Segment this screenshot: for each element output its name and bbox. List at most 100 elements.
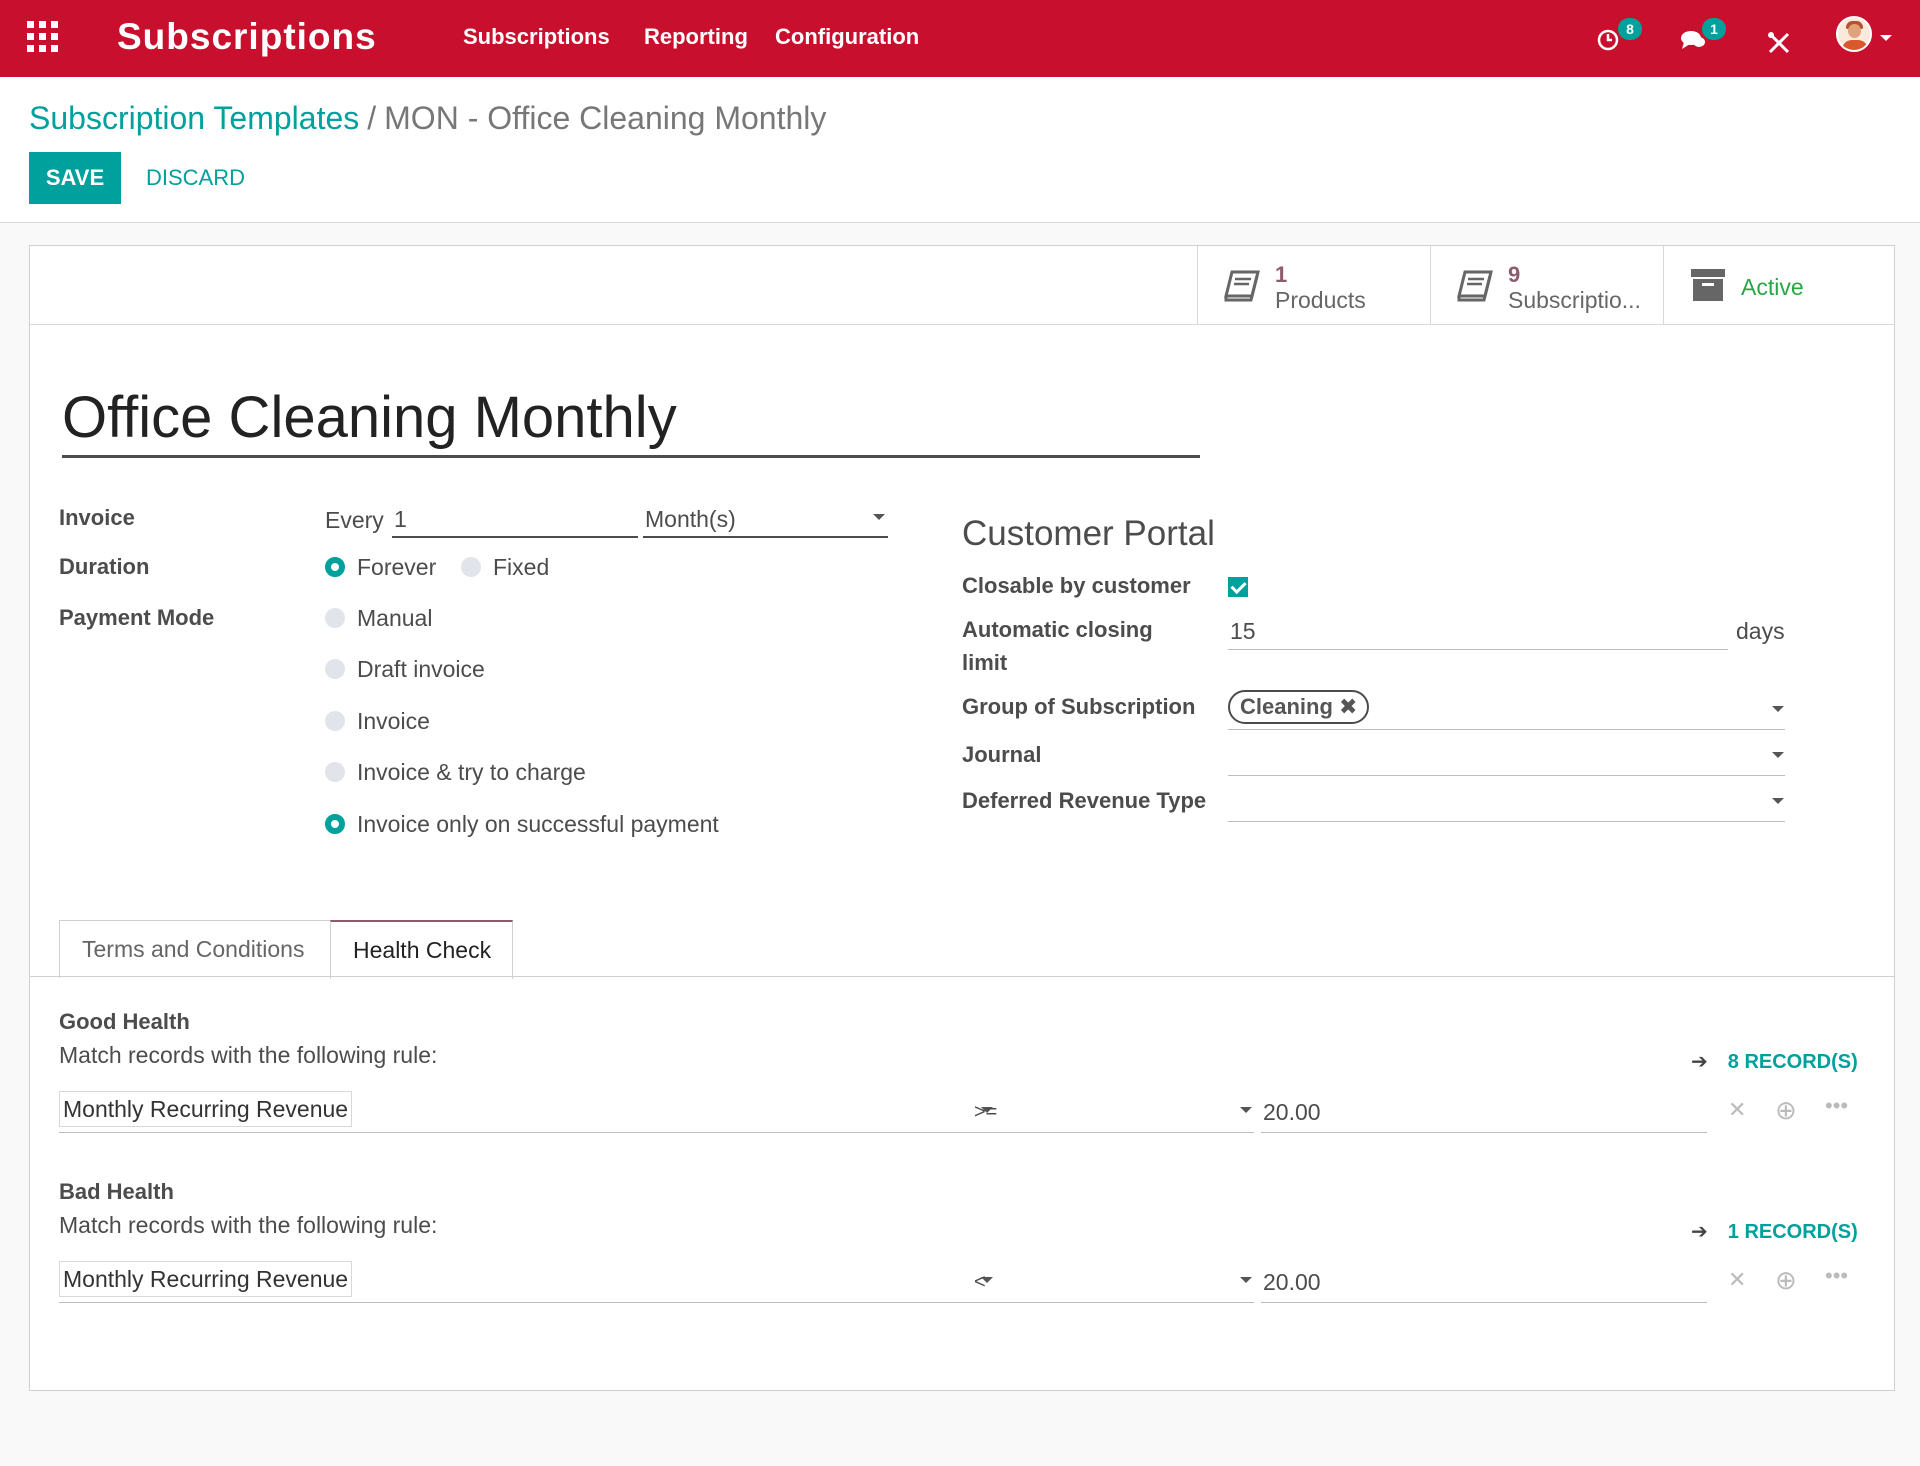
good-health-field-value: Monthly Recurring Revenue xyxy=(59,1091,353,1127)
payment-invoice-charge-label: Invoice & try to charge xyxy=(357,759,586,785)
chat-icon xyxy=(1681,31,1705,49)
group-tag[interactable]: Cleaning ✖ xyxy=(1228,690,1370,724)
products-count: 1 xyxy=(1275,262,1288,287)
invoice-interval-input[interactable]: 1 xyxy=(392,496,638,538)
user-menu-chevron-down-icon[interactable] xyxy=(1880,35,1892,41)
clock-icon xyxy=(1597,29,1619,51)
apps-grid-icon[interactable] xyxy=(27,21,61,55)
breadcrumb: Subscription Templates / MON - Office Clea… xyxy=(29,100,826,137)
closable-label: Closable by customer xyxy=(962,573,1191,598)
tab-health-check[interactable]: Health Check xyxy=(330,920,513,979)
breadcrumb-current: MON - Office Cleaning Monthly xyxy=(384,100,827,136)
group-subscription-select[interactable]: Cleaning ✖ xyxy=(1228,686,1785,730)
bad-health-title: Bad Health xyxy=(59,1179,174,1204)
close-icon[interactable]: ✖ xyxy=(1339,694,1358,719)
more-options-icon[interactable]: ••• xyxy=(1825,1093,1849,1118)
add-rule-icon[interactable]: ⊕ xyxy=(1775,1095,1797,1125)
discard-button[interactable]: DISCARD xyxy=(146,165,246,190)
tab-terms-and-conditions[interactable]: Terms and Conditions xyxy=(59,920,331,978)
add-rule-icon[interactable]: ⊕ xyxy=(1775,1265,1797,1295)
tools-icon xyxy=(1768,32,1790,54)
delete-rule-icon[interactable]: ✕ xyxy=(1728,1097,1747,1122)
auto-close-label-line1: Automatic closing xyxy=(962,617,1153,642)
app-title: Subscriptions xyxy=(117,16,377,57)
customer-portal-title: Customer Portal xyxy=(962,514,1215,553)
chevron-down-icon xyxy=(1772,752,1784,758)
messages-badge: 1 xyxy=(1702,18,1726,40)
tools-button[interactable] xyxy=(1766,20,1796,56)
journal-select[interactable] xyxy=(1228,734,1785,776)
auto-close-input[interactable]: 15 xyxy=(1228,608,1728,650)
activity-button[interactable]: 8 xyxy=(1596,18,1646,56)
invoice-label: Invoice xyxy=(59,505,135,530)
menu-configuration[interactable]: Configuration xyxy=(775,24,920,49)
arrow-right-icon: ➔ xyxy=(1691,1051,1708,1073)
payment-invoice-label: Invoice xyxy=(357,708,430,734)
top-navbar: Subscriptions Subscriptions Reporting Co… xyxy=(0,0,1920,77)
chevron-down-icon xyxy=(981,1107,993,1113)
chevron-down-icon xyxy=(873,514,885,520)
book-icon xyxy=(1457,270,1493,302)
payment-invoice-success-label: Invoice only on successful payment xyxy=(357,811,719,837)
bad-health-operator-select[interactable]: < xyxy=(974,1259,1254,1303)
user-avatar[interactable] xyxy=(1836,16,1872,52)
good-health-value-input[interactable]: 20.00 xyxy=(1261,1089,1707,1133)
products-stat-button[interactable]: 1 Products xyxy=(1197,246,1430,324)
payment-invoice-radio[interactable] xyxy=(325,711,345,731)
bad-health-records-link[interactable]: ➔ 1 RECORD(S) xyxy=(1691,1219,1858,1244)
arrow-right-icon: ➔ xyxy=(1691,1221,1708,1243)
bad-health-field-select[interactable]: Monthly Recurring Revenue xyxy=(59,1259,995,1303)
invoice-interval-value: 1 xyxy=(394,506,407,532)
auto-close-label-line2: limit xyxy=(962,650,1008,675)
bad-health-operator: < xyxy=(974,1271,986,1293)
active-toggle-button[interactable]: Active xyxy=(1663,246,1896,324)
active-label: Active xyxy=(1741,274,1804,300)
group-tag-label: Cleaning xyxy=(1240,694,1333,719)
auto-close-value: 15 xyxy=(1230,618,1256,644)
chevron-down-icon xyxy=(981,1277,993,1283)
deferred-revenue-select[interactable] xyxy=(1228,780,1785,822)
payment-draft-invoice-radio[interactable] xyxy=(325,659,345,679)
breadcrumb-parent[interactable]: Subscription Templates xyxy=(29,100,360,136)
bad-health-value-input[interactable]: 20.00 xyxy=(1261,1259,1707,1303)
good-health-field-select[interactable]: Monthly Recurring Revenue xyxy=(59,1089,995,1133)
invoice-every-text: Every xyxy=(325,507,384,533)
invoice-unit-value: Month(s) xyxy=(645,506,736,532)
bad-health-records-count: 1 RECORD(S) xyxy=(1727,1221,1858,1243)
duration-fixed-label: Fixed xyxy=(493,554,550,580)
duration-forever-radio[interactable] xyxy=(325,557,345,577)
closable-checkbox[interactable] xyxy=(1228,577,1248,597)
invoice-unit-select[interactable]: Month(s) xyxy=(643,496,888,538)
good-health-title: Good Health xyxy=(59,1009,190,1034)
bad-health-field-value: Monthly Recurring Revenue xyxy=(59,1261,353,1297)
payment-manual-radio[interactable] xyxy=(325,608,345,628)
messages-button[interactable]: 1 xyxy=(1680,18,1730,56)
good-health-rule-text: Match records with the following rule: xyxy=(59,1042,438,1068)
save-button[interactable]: SAVE xyxy=(29,152,121,204)
menu-subscriptions[interactable]: Subscriptions xyxy=(463,24,610,49)
payment-invoice-success-radio[interactable] xyxy=(325,814,345,834)
payment-invoice-charge-radio[interactable] xyxy=(325,762,345,782)
book-icon xyxy=(1224,270,1260,302)
delete-rule-icon[interactable]: ✕ xyxy=(1728,1267,1747,1292)
bad-health-value: 20.00 xyxy=(1263,1269,1321,1295)
subscriptions-stat-button[interactable]: 9 Subscriptio... xyxy=(1430,246,1663,324)
good-health-operator-select[interactable]: >= xyxy=(974,1089,1254,1133)
good-health-records-count: 8 RECORD(S) xyxy=(1727,1051,1858,1073)
auto-close-unit: days xyxy=(1736,618,1785,644)
subscriptions-count: 9 xyxy=(1508,262,1521,287)
template-name-field[interactable]: Office Cleaning Monthly xyxy=(62,378,1200,458)
chevron-down-icon xyxy=(1240,1107,1252,1113)
deferred-revenue-label: Deferred Revenue Type xyxy=(962,788,1207,813)
journal-label: Journal xyxy=(962,742,1042,767)
activity-badge: 8 xyxy=(1618,18,1642,40)
more-options-icon[interactable]: ••• xyxy=(1825,1263,1849,1288)
duration-forever-label: Forever xyxy=(357,554,437,580)
stat-button-box: 1 Products 9 Subscriptio... Active xyxy=(30,246,1894,325)
breadcrumb-separator: / xyxy=(367,100,377,136)
archive-icon xyxy=(1691,269,1725,301)
duration-fixed-radio[interactable] xyxy=(461,557,481,577)
chevron-down-icon xyxy=(1772,706,1784,712)
good-health-records-link[interactable]: ➔ 8 RECORD(S) xyxy=(1691,1049,1858,1074)
menu-reporting[interactable]: Reporting xyxy=(644,24,748,49)
